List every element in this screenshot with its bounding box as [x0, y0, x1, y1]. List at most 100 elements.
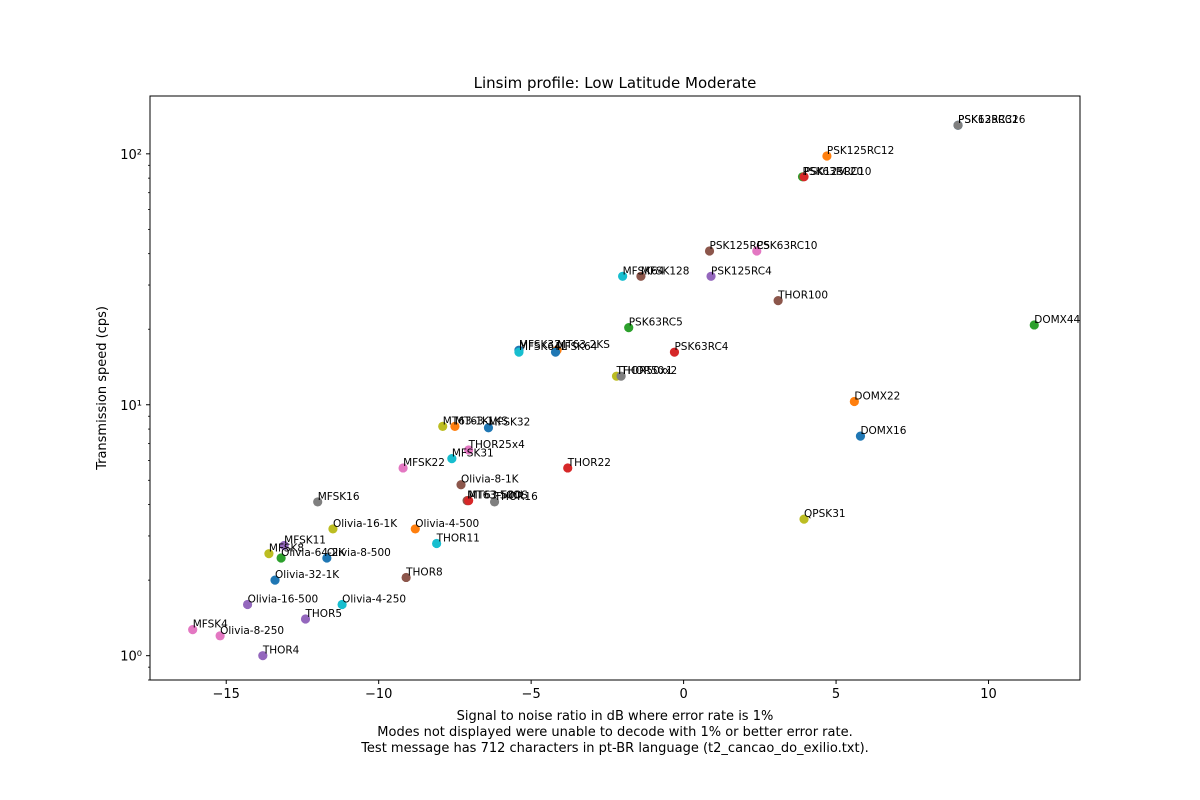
- data-point: [514, 347, 524, 357]
- data-point: [489, 497, 500, 507]
- data-point: [636, 271, 646, 281]
- point-label: PSK125RC5: [710, 240, 771, 252]
- point-label: MFSK4: [193, 619, 228, 631]
- x-tick-label: 5: [832, 687, 840, 702]
- point-label: PSK125RC16: [958, 114, 1026, 126]
- y-tick-label: 10²: [120, 148, 142, 163]
- data-point: [215, 631, 225, 641]
- point-label: MT63-1KL: [443, 415, 495, 427]
- point-label: PSK125RC4: [711, 265, 772, 277]
- data-point: [464, 445, 474, 455]
- point-label: MFSK128: [641, 265, 690, 277]
- data-point: [618, 271, 628, 281]
- data-point: [953, 120, 963, 130]
- data-point: [669, 347, 680, 357]
- x-tick-label: 0: [679, 687, 687, 702]
- data-point: [188, 625, 198, 635]
- point-label: Olivia-16-1K: [333, 518, 398, 530]
- data-point: [704, 246, 715, 256]
- point-label: PSK63RC10: [757, 240, 818, 252]
- data-point: [855, 431, 866, 441]
- point-label: MFSK64L: [519, 341, 567, 353]
- data-point: [313, 497, 323, 507]
- data-point: [450, 421, 460, 431]
- point-label: THOR8: [405, 566, 443, 578]
- point-label: THOR4: [262, 645, 300, 657]
- data-point: [1029, 320, 1039, 330]
- point-label: MT63-500L: [467, 490, 526, 502]
- data-point: [410, 524, 420, 534]
- x-axis-label-line-3: Test message has 712 characters in pt-BR…: [360, 741, 869, 756]
- point-label: MT63-2KS: [557, 339, 610, 351]
- data-point: [398, 463, 408, 473]
- axis-ticks: −15 −10 −5 0 5 10 10⁰ 10¹ 10²: [120, 148, 997, 702]
- data-point: [706, 271, 716, 281]
- point-label: PSK125RC10: [804, 166, 871, 178]
- x-axis-label-line-2: Modes not displayed were unable to decod…: [377, 725, 852, 740]
- x-axis-label-line-1: Signal to noise ratio in dB where error …: [457, 709, 774, 724]
- point-label: Olivia-8-250: [220, 625, 284, 637]
- data-point: [550, 347, 561, 357]
- point-label: PSK125RC12: [827, 145, 894, 157]
- point-label: THOR25x4: [468, 439, 525, 451]
- data-point: [464, 495, 474, 506]
- point-label: Olivia-64-2K: [281, 547, 346, 559]
- x-tick-label: −15: [213, 687, 240, 702]
- y-tick-label: 10¹: [120, 399, 142, 414]
- point-label: PSK63RC4: [674, 341, 728, 353]
- point-label: QPSK31: [804, 508, 846, 520]
- data-point: [258, 651, 268, 661]
- point-label: PSK63RC32: [958, 114, 1019, 126]
- data-point: [322, 553, 332, 563]
- point-label: Olivia-16-500: [248, 593, 319, 605]
- data-point: [337, 599, 347, 610]
- data-point: [328, 524, 338, 534]
- data-point: [799, 172, 809, 182]
- point-label: MFSK8: [269, 543, 304, 555]
- point-label: Olivia-8-1K: [461, 474, 520, 486]
- data-point: [849, 396, 859, 407]
- point-label: THOR100: [777, 290, 828, 302]
- point-label: MFSK11: [284, 534, 326, 546]
- point-label: THOR5: [305, 608, 343, 620]
- point-label: MFSK32: [488, 417, 530, 429]
- data-point: [432, 538, 442, 549]
- point-label: MFSK32: [519, 339, 561, 351]
- y-tick-label: 10⁰: [120, 650, 142, 665]
- data-point: [438, 421, 448, 431]
- point-label: DOMX44: [1034, 314, 1080, 326]
- point-label: PSK63RC5: [629, 317, 683, 329]
- plot-frame: [149, 95, 1081, 681]
- data-points: [188, 120, 1039, 661]
- point-label: Olivia-4-250: [342, 593, 406, 605]
- data-point: [822, 151, 832, 161]
- y-axis-label: Transmission speed (cps): [95, 306, 110, 471]
- x-tick-label: −10: [365, 687, 392, 702]
- data-point: [624, 322, 634, 333]
- point-label: MFSK16: [318, 491, 360, 503]
- data-point: [799, 514, 809, 524]
- data-point: [563, 463, 573, 473]
- point-label: MFSK22: [403, 457, 445, 469]
- data-point: [616, 371, 626, 381]
- point-label: PSK63RC20: [803, 166, 864, 178]
- data-point: [270, 575, 280, 585]
- data-point: [447, 454, 457, 464]
- data-point: [752, 246, 762, 256]
- chart-title: Linsim profile: Low Latitude Moderate: [474, 74, 757, 92]
- point-label: Olivia-8-500: [327, 547, 391, 559]
- point-label: THOR11: [436, 532, 480, 544]
- point-label: THOR22: [567, 457, 611, 469]
- data-point: [279, 540, 289, 551]
- data-point: [456, 480, 466, 490]
- point-label: THOR16: [494, 491, 539, 503]
- point-label: Olivia-4-500: [415, 518, 479, 530]
- x-tick-label: 10: [980, 687, 997, 702]
- point-label: MFSK64: [623, 265, 665, 277]
- data-point: [773, 296, 783, 306]
- point-label: THOR50x1: [616, 365, 673, 377]
- data-point: [276, 553, 286, 563]
- point-label: MFSK31: [452, 448, 494, 460]
- point-label: DOMX16: [860, 425, 906, 437]
- point-label: MT63-500S: [469, 490, 529, 502]
